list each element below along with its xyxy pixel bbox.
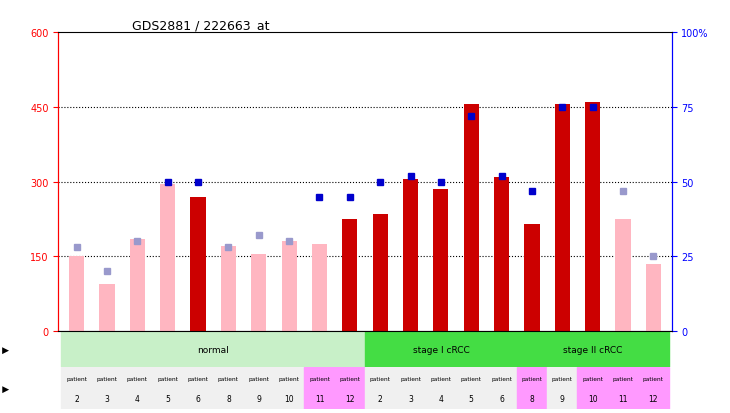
Bar (92, 367, 122, 409)
Bar (638, 367, 669, 409)
Bar (365, 331, 517, 367)
Text: stage II cRCC: stage II cRCC (563, 345, 623, 354)
Text: patient: patient (279, 376, 299, 381)
Bar (274, 367, 304, 409)
Bar (365, 367, 396, 409)
Text: patient: patient (339, 376, 361, 381)
Text: 6: 6 (196, 394, 201, 403)
Text: 8: 8 (529, 394, 534, 403)
Text: 2: 2 (74, 394, 79, 403)
Text: patient: patient (491, 376, 512, 381)
Bar (403, 180, 418, 331)
Bar (524, 224, 539, 331)
Bar (486, 367, 517, 409)
Text: patient: patient (431, 376, 451, 381)
Text: patient: patient (369, 376, 391, 381)
Bar (130, 240, 145, 331)
Text: patient: patient (66, 376, 87, 381)
Text: patient: patient (583, 376, 603, 381)
Text: patient: patient (188, 376, 209, 381)
Bar (244, 367, 274, 409)
Text: 4: 4 (135, 394, 139, 403)
Text: patient: patient (248, 376, 269, 381)
Text: 11: 11 (315, 394, 324, 403)
Text: disease state ▶: disease state ▶ (0, 345, 9, 354)
Bar (517, 331, 669, 367)
Bar (615, 219, 631, 331)
Bar (122, 367, 153, 409)
Bar (160, 185, 175, 331)
Bar (69, 257, 84, 331)
Bar (585, 103, 600, 331)
Text: patient: patient (127, 376, 147, 381)
Text: patient: patient (218, 376, 239, 381)
Bar (61, 331, 365, 367)
Bar (312, 252, 327, 331)
Text: 3: 3 (408, 394, 413, 403)
Bar (213, 367, 244, 409)
Text: patient: patient (461, 376, 482, 381)
Bar (396, 367, 426, 409)
Text: patient: patient (309, 376, 330, 381)
Bar (494, 177, 510, 331)
Text: 3: 3 (104, 394, 109, 403)
Bar (608, 367, 638, 409)
Bar (312, 244, 327, 331)
Text: 10: 10 (588, 394, 597, 403)
Bar (182, 367, 213, 409)
Text: patient: patient (96, 376, 118, 381)
Text: 12: 12 (345, 394, 355, 403)
Text: patient: patient (552, 376, 573, 381)
Bar (99, 284, 115, 331)
Bar (334, 367, 365, 409)
Bar (426, 367, 456, 409)
Bar (251, 254, 266, 331)
Bar (464, 105, 479, 331)
Text: 5: 5 (165, 394, 170, 403)
Bar (282, 242, 296, 331)
Bar (61, 367, 92, 409)
Text: patient: patient (157, 376, 178, 381)
Text: 9: 9 (256, 394, 261, 403)
Text: patient: patient (643, 376, 664, 381)
Text: stage I cRCC: stage I cRCC (412, 345, 469, 354)
Bar (555, 105, 570, 331)
Text: 12: 12 (649, 394, 658, 403)
Bar (517, 367, 548, 409)
Text: 8: 8 (226, 394, 231, 403)
Bar (191, 197, 206, 331)
Text: 11: 11 (618, 394, 628, 403)
Text: 2: 2 (378, 394, 383, 403)
Text: individual ▶: individual ▶ (0, 384, 9, 392)
Bar (372, 214, 388, 331)
Text: patient: patient (521, 376, 542, 381)
Bar (577, 367, 608, 409)
Text: patient: patient (400, 376, 421, 381)
Text: patient: patient (612, 376, 634, 381)
Text: 5: 5 (469, 394, 474, 403)
Bar (304, 367, 334, 409)
Bar (220, 247, 236, 331)
Text: 9: 9 (560, 394, 565, 403)
Text: normal: normal (197, 345, 229, 354)
Text: 6: 6 (499, 394, 504, 403)
Bar (548, 367, 577, 409)
Text: 4: 4 (439, 394, 443, 403)
Bar (434, 190, 448, 331)
Bar (153, 367, 182, 409)
Bar (160, 185, 175, 331)
Text: GDS2881 / 222663_at: GDS2881 / 222663_at (132, 19, 269, 32)
Text: 10: 10 (284, 394, 294, 403)
Bar (646, 264, 661, 331)
Bar (342, 219, 358, 331)
Bar (456, 367, 486, 409)
